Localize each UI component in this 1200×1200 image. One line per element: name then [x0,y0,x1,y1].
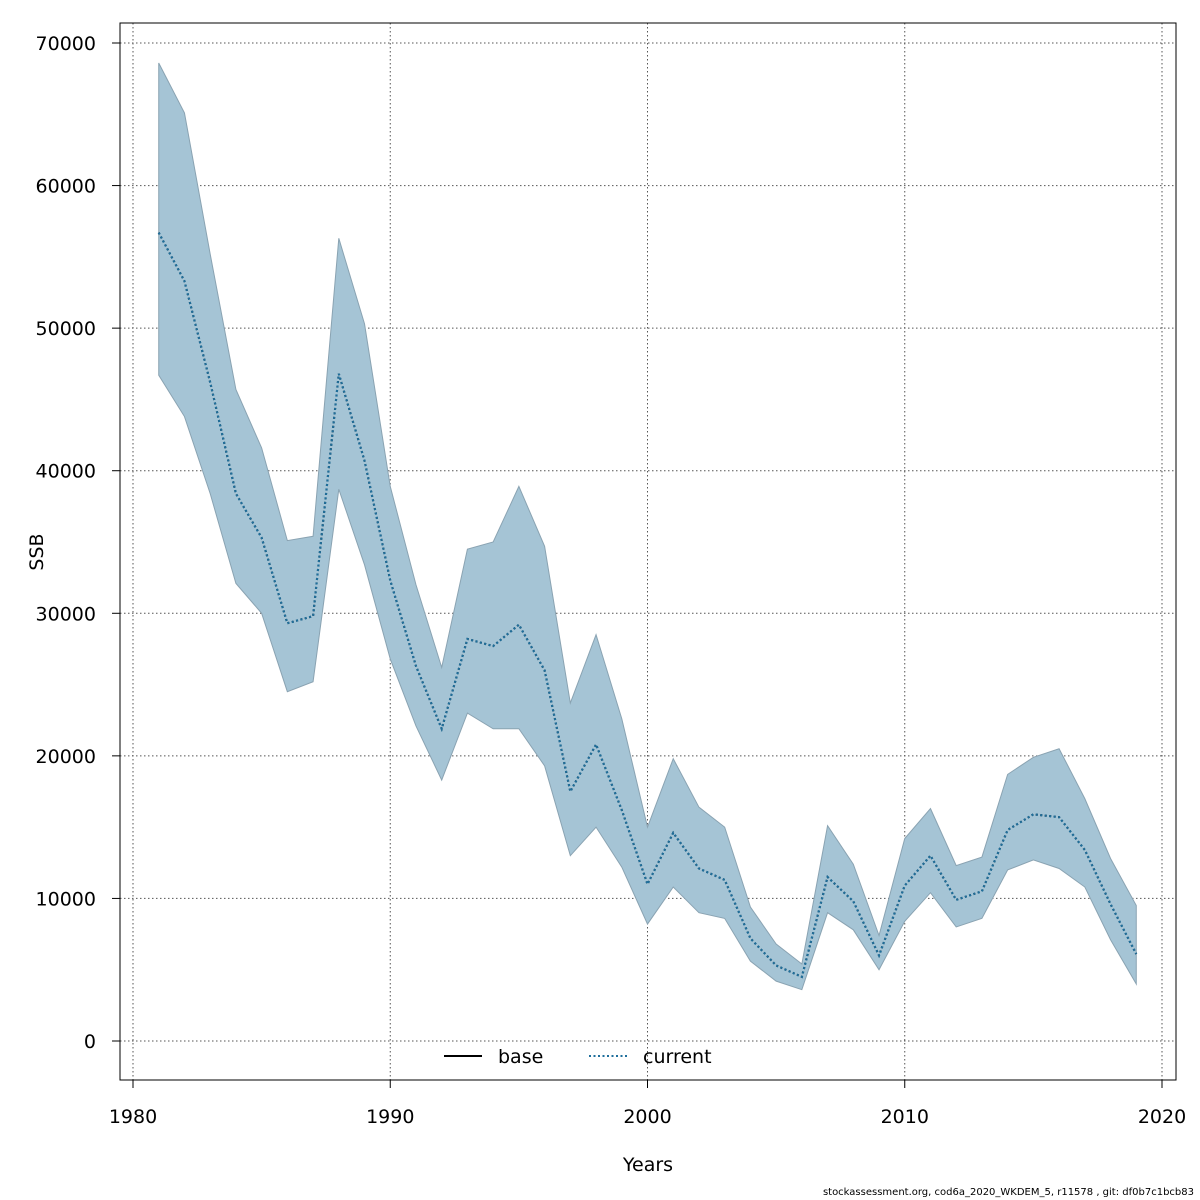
y-tick-label: 40000 [36,461,96,483]
confidence-band-area [158,62,1137,991]
x-axis: 1980 1990 2000 2010 2020 [109,1079,1186,1128]
x-tick-label: 2020 [1138,1106,1186,1128]
y-tick-label: 60000 [36,176,96,198]
x-axis-title: Years [622,1154,673,1176]
grid [120,23,1176,1080]
y-axis-title: SSB [26,533,48,570]
legend: base current [444,1046,712,1068]
x-tick-label: 2000 [623,1106,671,1128]
x-tick-label: 2010 [881,1106,929,1128]
y-tick-label: 20000 [36,746,96,768]
legend-label-base: base [498,1046,543,1068]
legend-label-current: current [643,1046,712,1068]
x-tick-label: 1990 [366,1106,414,1128]
y-tick-label: 30000 [36,603,96,625]
confidence-band [158,62,1137,991]
y-tick-label: 10000 [36,888,96,910]
y-axis: 0 10000 20000 30000 40000 50000 60000 70000 [36,33,121,1053]
x-tick-label: 1980 [109,1106,157,1128]
y-tick-label: 0 [84,1031,96,1053]
y-tick-label: 50000 [36,318,96,340]
footer-note: stockassessment.org, cod6a_2020_WKDEM_5,… [822,1187,1194,1198]
y-tick-label: 70000 [36,33,96,55]
